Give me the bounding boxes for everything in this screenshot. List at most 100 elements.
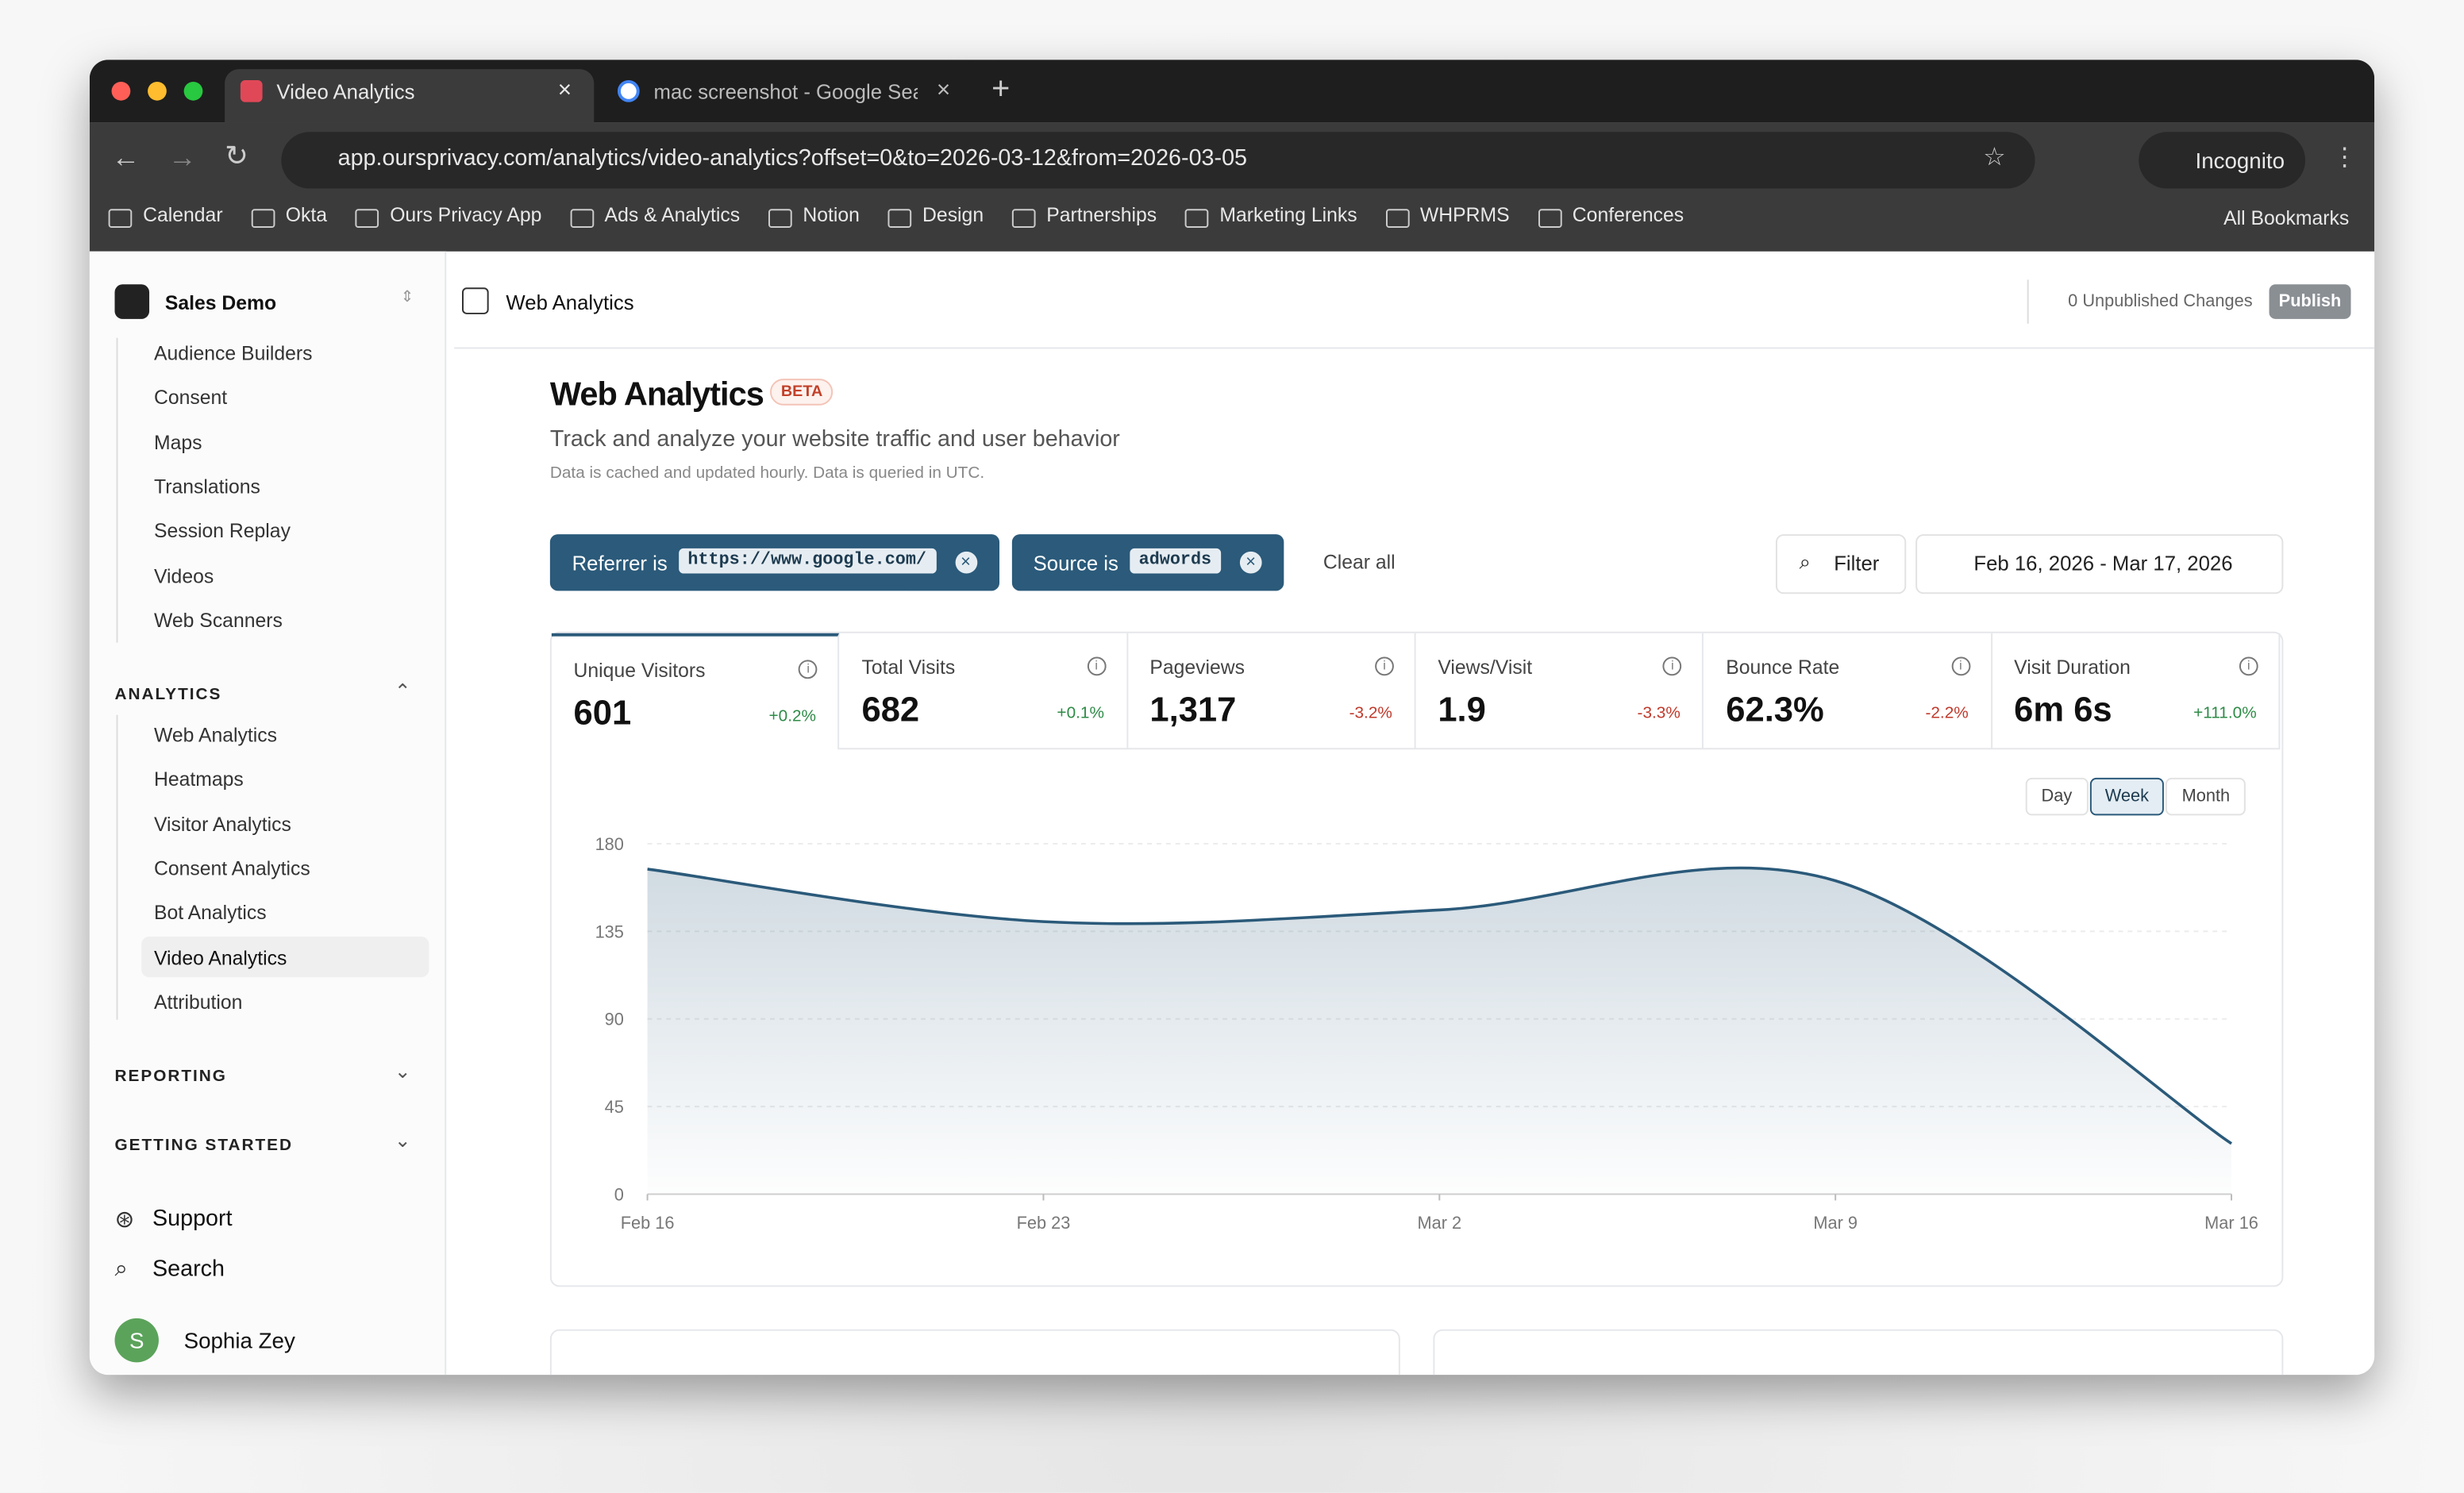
tab-title: Video Analytics	[276, 79, 415, 104]
date-picker[interactable]	[1915, 534, 2284, 595]
user-avatar: S	[114, 1318, 159, 1363]
metric-tab[interactable]: Unique Visitors i 601 +0.2%	[551, 633, 840, 750]
favicon	[617, 79, 640, 102]
bookmark[interactable]: Notion	[803, 204, 860, 227]
close-window[interactable]	[111, 81, 131, 101]
all-bookmarks[interactable]: All Bookmarks	[2223, 207, 2350, 230]
bookmark[interactable]: Okta	[285, 204, 328, 227]
bookmark[interactable]: Ads & Analytics	[604, 204, 741, 227]
section-toggle[interactable]: ⌃	[394, 680, 411, 702]
metric-change: +0.1%	[1057, 703, 1104, 723]
sidebar-item[interactable]: Web Analytics	[154, 724, 277, 747]
maximize-window[interactable]	[183, 81, 203, 101]
chart-card	[549, 631, 2284, 1287]
sidebar-item[interactable]: Videos	[154, 564, 214, 587]
section-toggle[interactable]: ⌄	[394, 1129, 411, 1152]
metric-tab[interactable]: Total Visits i 682 +0.1%	[839, 633, 1128, 750]
sidebar-toggle[interactable]	[462, 287, 489, 314]
sidebar-item[interactable]: Audience Builders	[154, 342, 313, 365]
beta-badge: BETA	[770, 379, 834, 406]
profile-button[interactable]	[2139, 132, 2306, 189]
metric-tab[interactable]: Pageviews i 1,317 -3.2%	[1127, 633, 1416, 750]
clear-all[interactable]: Clear all	[1322, 551, 1396, 574]
sidebar-item[interactable]: Bot Analytics	[154, 902, 267, 925]
sidebar-item[interactable]: Consent Analytics	[154, 857, 310, 880]
metric-change: +111.0%	[2193, 703, 2257, 723]
granularity-button[interactable]: Month	[2166, 777, 2246, 816]
tree-line	[116, 714, 118, 1020]
sidebar-item[interactable]: Attribution	[154, 991, 243, 1014]
support-icon: ⊛	[114, 1206, 135, 1233]
minimize-window[interactable]	[148, 81, 167, 101]
bookmark-icon	[570, 209, 594, 229]
tab-close[interactable]: ×	[557, 77, 572, 104]
granularity-button[interactable]: Day	[2025, 777, 2089, 816]
tab-close[interactable]: ×	[936, 77, 951, 104]
page-note: Data is cached and updated hourly. Data …	[549, 463, 985, 483]
sidebar-item[interactable]: Maps	[154, 431, 202, 454]
sidebar-item[interactable]: Web Scanners	[154, 609, 283, 632]
search-icon: ⌕	[114, 1255, 129, 1283]
section-title[interactable]: ANALYTICS	[114, 685, 222, 704]
section-title[interactable]: GETTING STARTED	[114, 1136, 293, 1156]
address-bar[interactable]	[281, 132, 2035, 189]
bookmark[interactable]: Partnerships	[1046, 204, 1157, 227]
bookmark[interactable]: Marketing Links	[1219, 204, 1357, 227]
bookmark-star[interactable]: ☆	[1983, 144, 2006, 171]
forward-button[interactable]: →	[167, 141, 197, 173]
info-icon: i	[2239, 656, 2258, 676]
x-tick-label: Feb 23	[1017, 1213, 1071, 1233]
y-tick-label: 45	[605, 1097, 624, 1117]
publish-button[interactable]: Publish	[2269, 284, 2351, 319]
sidebar-item[interactable]: Consent	[154, 387, 228, 410]
sidebar-item[interactable]: Visitor Analytics	[154, 813, 291, 836]
metric-change: +0.2%	[768, 706, 817, 726]
metric-label: Bounce Rate	[1726, 656, 1840, 679]
info-icon: i	[1663, 656, 1682, 676]
reload-button[interactable]: ↻	[225, 140, 248, 171]
info-icon: i	[1087, 656, 1106, 676]
back-button[interactable]: ←	[111, 141, 141, 173]
bookmark-icon	[1184, 209, 1209, 229]
filter-button[interactable]	[1775, 534, 1907, 595]
sidebar	[89, 251, 447, 1376]
bookmark[interactable]: Ours Privacy App	[390, 204, 542, 227]
support-link[interactable]: Support	[152, 1206, 233, 1233]
breadcrumb[interactable]: Web Analytics	[506, 291, 634, 314]
user-name[interactable]: Sophia Zey	[183, 1327, 295, 1353]
menu-button[interactable]: ⋮	[2331, 144, 2358, 171]
bookmark[interactable]: WHPRMS	[1419, 204, 1510, 227]
section-toggle[interactable]: ⌄	[394, 1060, 411, 1083]
filter-value: adwords	[1129, 548, 1222, 574]
filter-remove[interactable]: ×	[954, 551, 977, 574]
new-tab[interactable]: +	[991, 72, 1011, 107]
sidebar-item[interactable]: Video Analytics	[154, 946, 287, 969]
metric-tab[interactable]: Visit Duration i 6m 6s +111.0%	[1992, 633, 2281, 750]
sidebar-item[interactable]: Translations	[154, 475, 260, 498]
bookmark[interactable]: Conferences	[1572, 204, 1684, 227]
bookmark[interactable]: Calendar	[143, 204, 223, 227]
filter-chip[interactable]: Source is adwords ×	[1011, 534, 1284, 591]
panel	[1433, 1329, 2284, 1376]
section-title[interactable]: REPORTING	[114, 1067, 227, 1086]
x-tick-label: Mar 16	[2204, 1213, 2258, 1233]
search-link[interactable]: Search	[152, 1256, 225, 1283]
metric-tab[interactable]: Bounce Rate i 62.3% -2.2%	[1704, 633, 1992, 750]
active-tab[interactable]	[225, 69, 595, 123]
panel	[549, 1329, 1400, 1376]
filter-remove[interactable]: ×	[1239, 551, 1262, 574]
url[interactable]: app.oursprivacy.com/analytics/video-anal…	[337, 146, 1247, 171]
metric-tab[interactable]: Views/Visit i 1.9 -3.3%	[1415, 633, 1704, 750]
granularity-button[interactable]: Week	[2089, 777, 2165, 816]
workspace-name[interactable]: Sales Demo	[164, 292, 277, 314]
bookmark[interactable]: Design	[922, 204, 984, 227]
sidebar-item[interactable]: Heatmaps	[154, 768, 244, 791]
filter-chip[interactable]: Referrer is https://www.google.com/ ×	[549, 534, 999, 591]
header-border	[454, 347, 2375, 349]
sidebar-item[interactable]: Session Replay	[154, 520, 291, 543]
workspace-icon	[114, 284, 150, 319]
workspace-switch[interactable]: ⇕	[400, 289, 414, 307]
tab-title[interactable]: mac screenshot - Google Sea	[653, 79, 918, 104]
tree-line	[116, 337, 118, 643]
